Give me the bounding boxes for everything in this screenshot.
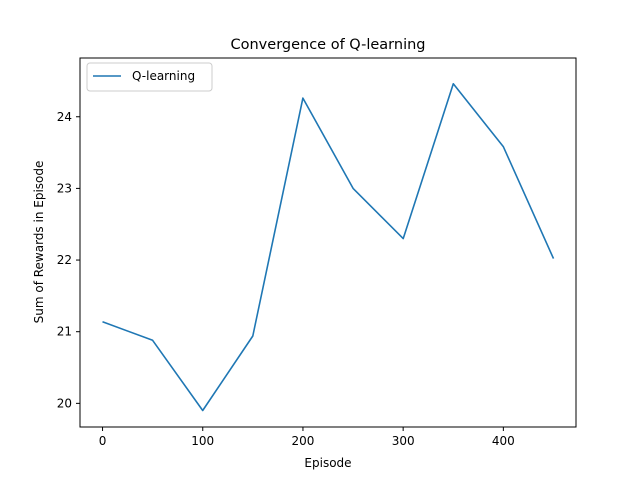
series-line-q-learning: [102, 83, 555, 412]
x-tick-label: 200: [291, 434, 314, 448]
x-tick-label: 100: [191, 434, 214, 448]
axes-frame: [79, 57, 577, 428]
y-tick-label: 24: [57, 110, 72, 124]
x-axis-label: Episode: [304, 456, 351, 470]
x-axis: 0 100 200 300 400: [99, 427, 515, 448]
x-tick-label: 400: [492, 434, 515, 448]
chart-title: Convergence of Q-learning: [231, 37, 426, 53]
y-axis-label: Sum of Rewards in Episode: [32, 161, 46, 324]
y-tick-label: 20: [57, 396, 72, 410]
y-tick-label: 23: [57, 181, 72, 195]
plot-area: [102, 83, 555, 412]
x-tick-label: 300: [392, 434, 415, 448]
y-axis: 20 21 22 23 24: [57, 110, 80, 410]
legend: Q-learning: [86, 62, 213, 92]
y-tick-label: 22: [57, 253, 72, 267]
y-tick-label: 21: [57, 325, 72, 339]
legend-label-q-learning: Q-learning: [132, 69, 195, 83]
x-tick-label: 0: [99, 434, 107, 448]
legend-box: [86, 62, 213, 92]
